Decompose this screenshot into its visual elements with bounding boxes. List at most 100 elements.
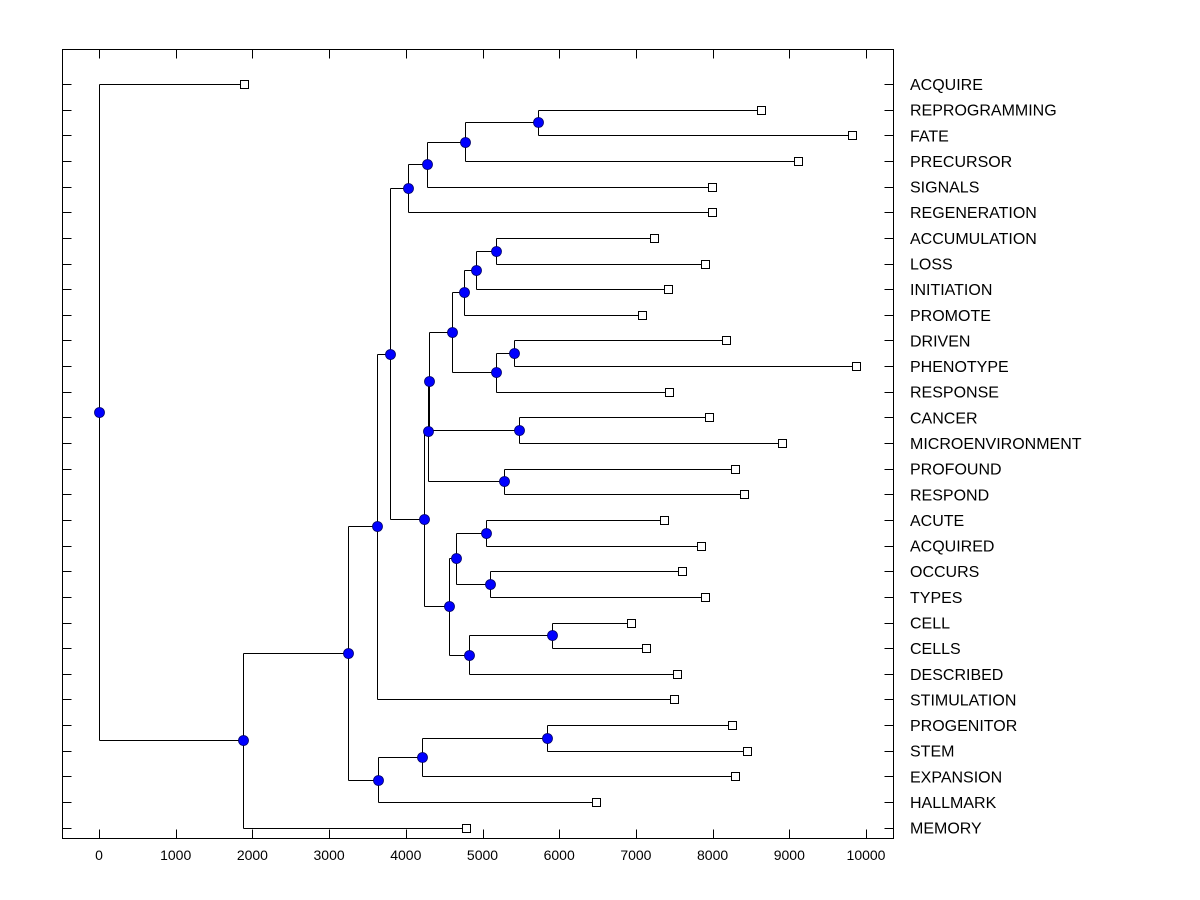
leaf-marker (678, 567, 687, 576)
cluster-node-marker (481, 528, 492, 539)
cluster-node-marker (451, 553, 462, 564)
leaf-marker (778, 439, 787, 448)
leaf-label: STEM (910, 744, 954, 761)
x-tick-label: 10000 (847, 847, 886, 863)
x-tick-label: 0 (95, 847, 103, 863)
leaf-marker (852, 362, 861, 371)
cluster-node-marker (471, 265, 482, 276)
cluster-node-marker (444, 601, 455, 612)
leaf-label: RESPOND (910, 487, 989, 504)
leaf-label: REPROGRAMMING (910, 103, 1057, 120)
leaf-label: INITIATION (910, 282, 992, 299)
leaf-label: PROFOUND (910, 462, 1002, 479)
leaf-marker (722, 336, 731, 345)
x-tick-label: 9000 (774, 847, 805, 863)
cluster-node-marker (422, 159, 433, 170)
leaf-labels: ACQUIRE REPROGRAMMING FATE PRECURSOR SIGNALS… (910, 77, 1082, 838)
leaf-label: PRECURSOR (910, 154, 1012, 171)
x-tick-label: 6000 (544, 847, 575, 863)
cluster-node-marker (447, 327, 458, 338)
leaf-markers (240, 80, 861, 833)
leaf-marker (731, 772, 740, 781)
leaf-marker (697, 542, 706, 551)
leaf-label: FATE (910, 128, 949, 145)
cluster-node-marker (499, 476, 510, 487)
leaf-label: TYPES (910, 590, 962, 607)
cluster-node-marker (464, 650, 475, 661)
leaf-marker (701, 260, 710, 269)
leaf-label: LOSS (910, 257, 953, 274)
x-tick-label: 8000 (697, 847, 728, 863)
cluster-node-marker (424, 376, 435, 387)
cluster-node-marker (459, 287, 470, 298)
leaf-label: MICROENVIRONMENT (910, 436, 1082, 453)
leaf-marker (794, 157, 803, 166)
leaf-label: EXPANSION (910, 769, 1002, 786)
leaf-label: PHENOTYPE (910, 359, 1009, 376)
cluster-node-marker (373, 775, 384, 786)
cluster-node-marker (94, 407, 105, 418)
leaf-label: STIMULATION (910, 692, 1016, 709)
leaf-label: OCCURS (910, 564, 979, 581)
leaf-marker (757, 106, 766, 115)
leaf-marker (743, 747, 752, 756)
leaf-marker (592, 798, 601, 807)
cluster-node-marker (385, 349, 396, 360)
node-markers (94, 117, 558, 786)
cluster-node-marker (491, 367, 502, 378)
leaf-label: ACCUMULATION (910, 231, 1037, 248)
leaf-marker (665, 388, 674, 397)
leaf-marker (638, 311, 647, 320)
cluster-node-marker (238, 735, 249, 746)
leaf-marker (673, 670, 682, 679)
cluster-node-marker (419, 514, 430, 525)
cluster-node-marker (372, 521, 383, 532)
leaf-label: REGENERATION (910, 205, 1037, 222)
leaf-marker (650, 234, 659, 243)
leaf-marker (664, 285, 673, 294)
leaf-marker (701, 593, 710, 602)
cluster-node-marker (509, 348, 520, 359)
x-tick-label: 1000 (160, 847, 191, 863)
leaf-marker (848, 131, 857, 140)
leaf-label: PROGENITOR (910, 718, 1017, 735)
x-tick-label: 4000 (390, 847, 421, 863)
leaf-marker (660, 516, 669, 525)
leaf-label: RESPONSE (910, 385, 999, 402)
leaf-marker (462, 824, 471, 833)
leaf-marker (240, 80, 249, 89)
leaf-label: ACUTE (910, 513, 964, 530)
leaf-label: CELLS (910, 641, 961, 658)
leaf-marker (708, 208, 717, 217)
leaf-label: DRIVEN (910, 333, 970, 350)
cluster-node-marker (460, 137, 471, 148)
leaf-label: CELL (910, 616, 950, 633)
cluster-node-marker (491, 246, 502, 257)
leaf-marker (728, 721, 737, 730)
cluster-node-marker (417, 752, 428, 763)
x-tick-label: 7000 (620, 847, 651, 863)
leaf-label: PROMOTE (910, 308, 991, 325)
cluster-node-marker (343, 648, 354, 659)
cluster-node-marker (485, 579, 496, 590)
leaf-label: HALLMARK (910, 795, 997, 812)
cluster-node-marker (403, 183, 414, 194)
x-tick-label: 5000 (467, 847, 498, 863)
leaf-label: ACQUIRED (910, 539, 994, 556)
cluster-node-marker (514, 425, 525, 436)
cluster-node-marker (542, 733, 553, 744)
leaf-marker (708, 183, 717, 192)
leaf-marker (642, 644, 651, 653)
leaf-label: MEMORY (910, 821, 982, 838)
leaf-label: CANCER (910, 410, 978, 427)
cluster-node-marker (533, 117, 544, 128)
leaf-marker (670, 695, 679, 704)
leaf-marker (705, 413, 714, 422)
dendrogram-links (99, 84, 857, 829)
x-tick-label: 2000 (237, 847, 268, 863)
x-axis-tick-labels: 0 1000 2000 3000 4000 5000 6000 7000 8000 9000 100… (95, 847, 886, 863)
axis-ticks (62, 49, 894, 839)
leaf-label: ACQUIRE (910, 77, 983, 94)
leaf-label: DESCRIBED (910, 667, 1003, 684)
